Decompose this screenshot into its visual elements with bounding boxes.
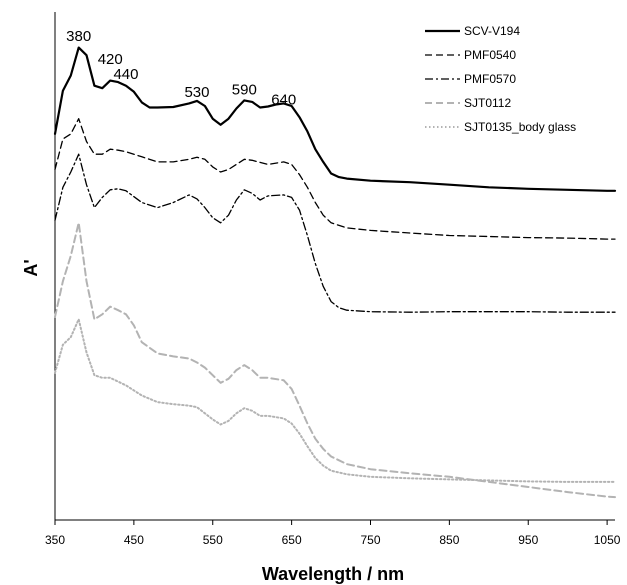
axes: 350 450 550 650 750 850 950 1050 [45,12,621,547]
peak-label: 530 [184,84,209,101]
x-tick-label: 450 [124,533,144,547]
series-line-1 [53,46,617,192]
series-line-5 [54,318,616,483]
legend-label-3: PMF0570 [464,72,516,86]
legend-label-5: SJT0135_body glass [464,120,576,134]
series-line-2 [54,118,616,240]
peak-label: 640 [271,92,296,109]
x-tick-label: 950 [518,533,538,547]
peak-label: 590 [232,81,257,98]
x-tick-label: 1050 [594,533,621,547]
series-line-4 [54,221,616,499]
x-axis-title: Wavelength / nm [262,564,404,584]
legend-label-2: PMF0540 [464,48,516,62]
x-tick-label: 550 [203,533,223,547]
legend-label-1: SCV-V194 [464,24,520,38]
series-layer [53,46,617,499]
legend-label-4: SJT0112 [464,96,511,110]
x-tick-label: 650 [282,533,302,547]
peak-label: 440 [113,66,138,83]
x-tick-label: 850 [439,533,459,547]
x-tick-label: 750 [360,533,380,547]
series-line-3 [54,153,616,313]
y-axis-title: A' [21,259,41,276]
legend: SCV-V194 PMF0540 PMF0570 SJT0112 SJT0135_bod… [425,24,576,134]
peak-label: 420 [98,51,123,68]
peak-label: 380 [66,28,91,45]
x-tick-label: 350 [45,533,65,547]
